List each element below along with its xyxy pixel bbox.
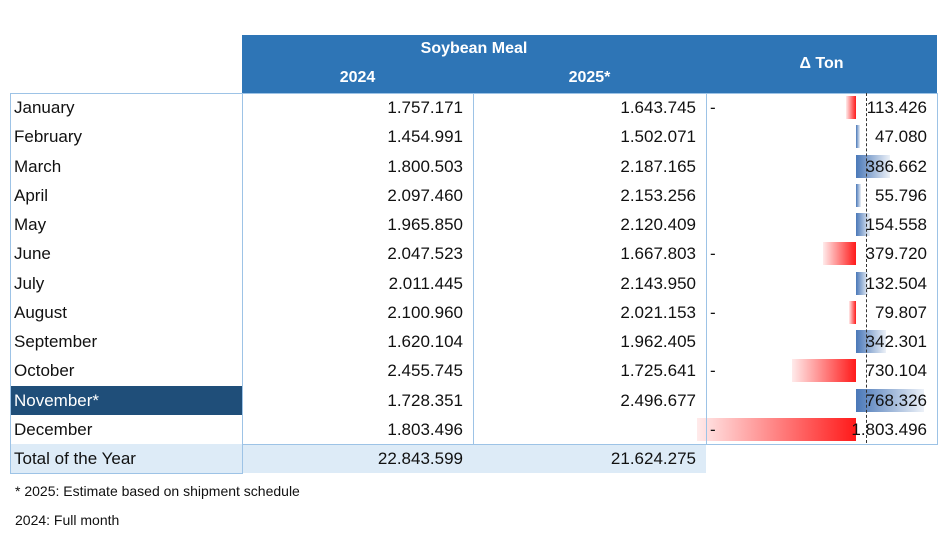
- value-2024: 1.800.503: [387, 156, 463, 176]
- total-2025: 21.624.275: [610, 449, 696, 468]
- value-2024: 1.728.351: [387, 390, 463, 410]
- value-2024: 2.100.960: [387, 302, 463, 322]
- value-2025: 2.120.409: [620, 215, 696, 234]
- delta-bar: [856, 183, 861, 207]
- zero-axis: [866, 93, 867, 443]
- delta-bar: [856, 388, 924, 412]
- value-2024: 2.097.460: [387, 185, 463, 205]
- month-label: September: [14, 332, 98, 351]
- negative-sign: -: [710, 419, 716, 439]
- month-label: July: [14, 273, 45, 293]
- value-2025: [473, 415, 706, 444]
- value-2025: 2.187.165: [620, 156, 696, 176]
- value-2024: 2.455.745: [387, 361, 463, 381]
- negative-sign: -: [710, 98, 716, 117]
- delta-value: 386.662: [865, 156, 927, 176]
- delta-cell: 132.504: [706, 269, 937, 298]
- total-2024: 22.843.599: [377, 449, 463, 468]
- value-2025: 2.021.153: [620, 302, 696, 322]
- delta-cell: 154.558: [706, 210, 937, 239]
- value-2025: 2.496.677: [620, 390, 696, 410]
- delta-bar: [791, 359, 856, 383]
- value-2024: 1.803.496: [387, 419, 463, 439]
- delta-bar: [856, 330, 887, 353]
- table-row: October 2.455.745 1.725.641 - 730.104: [10, 356, 937, 385]
- delta-cell: 47.080: [706, 122, 937, 151]
- soybean-meal-header: Soybean Meal: [242, 35, 706, 63]
- value-2025: 1.643.745: [620, 98, 696, 117]
- month-label: March: [14, 156, 62, 176]
- delta-value: 113.426: [866, 98, 927, 117]
- table-row: April 2.097.460 2.153.256 55.796: [10, 181, 937, 210]
- delta-bar: [846, 96, 856, 119]
- table-row: December 1.803.496 - 1.803.496: [10, 415, 937, 444]
- value-2024: 1.454.991: [387, 127, 463, 147]
- delta-cell: - 113.426: [706, 93, 937, 122]
- delta-value: 132.504: [865, 273, 927, 293]
- table-row: March 1.800.503 2.187.165 386.662: [10, 152, 937, 181]
- delta-cell: - 1.803.496: [697, 415, 937, 444]
- delta-bar: [822, 242, 856, 266]
- negative-sign: -: [710, 244, 716, 264]
- table-row: November* 1.728.351 2.496.677 768.326: [10, 385, 937, 415]
- value-2025: 2.143.950: [620, 273, 696, 293]
- negative-sign: -: [710, 302, 716, 322]
- value-2025: 1.962.405: [620, 332, 696, 351]
- table-row: February 1.454.991 1.502.071 47.080: [10, 122, 937, 151]
- month-label: February: [14, 127, 83, 147]
- delta-bar: [856, 271, 868, 295]
- value-2025: 1.725.641: [620, 361, 696, 381]
- delta-value: 47.080: [875, 127, 927, 147]
- value-2024: 1.965.850: [387, 215, 463, 234]
- year-2025-header: 2025*: [473, 63, 706, 93]
- month-label: November*: [10, 385, 242, 415]
- footnote-2024: 2024: Full month: [15, 512, 120, 528]
- value-2025: 2.153.256: [620, 185, 696, 205]
- value-2024: 1.757.171: [387, 98, 463, 117]
- delta-cell: 342.301: [706, 327, 937, 356]
- month-label: October: [14, 361, 75, 381]
- delta-cell: - 730.104: [706, 356, 937, 385]
- month-label: April: [14, 185, 49, 205]
- total-row: Total of the Year 22.843.599 21.624.275: [10, 444, 706, 473]
- delta-value: 79.807: [875, 302, 927, 322]
- month-label: May: [14, 215, 47, 234]
- table-row: August 2.100.960 2.021.153 - 79.807: [10, 298, 937, 327]
- delta-value: 1.803.496: [851, 419, 927, 439]
- table-row: June 2.047.523 1.667.803 - 379.720: [10, 239, 937, 268]
- delta-bar: [856, 125, 861, 149]
- month-label: December: [14, 419, 93, 439]
- delta-ton-header: Δ Ton: [706, 35, 937, 93]
- table-row: July 2.011.445 2.143.950 132.504: [10, 269, 937, 298]
- delta-value: 730.104: [865, 361, 927, 381]
- delta-value: 154.558: [865, 215, 927, 234]
- value-2024: 1.620.104: [387, 332, 463, 351]
- delta-cell: 386.662: [706, 152, 937, 181]
- table-row: May 1.965.850 2.120.409 154.558: [10, 210, 937, 239]
- delta-value: 768.326: [865, 390, 927, 410]
- footnote-2025: * 2025: Estimate based on shipment sched…: [15, 483, 300, 499]
- value-2025: 1.667.803: [620, 244, 696, 264]
- month-label: August: [14, 302, 67, 322]
- table-row: September 1.620.104 1.962.405 342.301: [10, 327, 937, 356]
- delta-bar: [697, 417, 856, 441]
- delta-value: 342.301: [865, 332, 927, 351]
- delta-cell: - 79.807: [706, 298, 937, 327]
- delta-cell: - 379.720: [706, 239, 937, 268]
- delta-bar: [856, 154, 891, 178]
- total-label: Total of the Year: [14, 449, 136, 468]
- delta-cell: 55.796: [706, 181, 937, 210]
- delta-bar: [848, 300, 856, 324]
- table-row: January 1.757.171 1.643.745 - 113.426: [10, 93, 937, 122]
- value-2024: 2.047.523: [387, 244, 463, 264]
- year-2024-header: 2024: [242, 63, 473, 93]
- negative-sign: -: [710, 361, 716, 381]
- value-2024: 2.011.445: [388, 273, 463, 293]
- value-2025: 1.502.071: [620, 127, 696, 147]
- month-label: June: [14, 244, 51, 264]
- delta-value: 55.796: [875, 185, 927, 205]
- delta-cell: 768.326: [706, 386, 937, 415]
- month-label: January: [14, 98, 75, 117]
- delta-value: 379.720: [865, 244, 927, 264]
